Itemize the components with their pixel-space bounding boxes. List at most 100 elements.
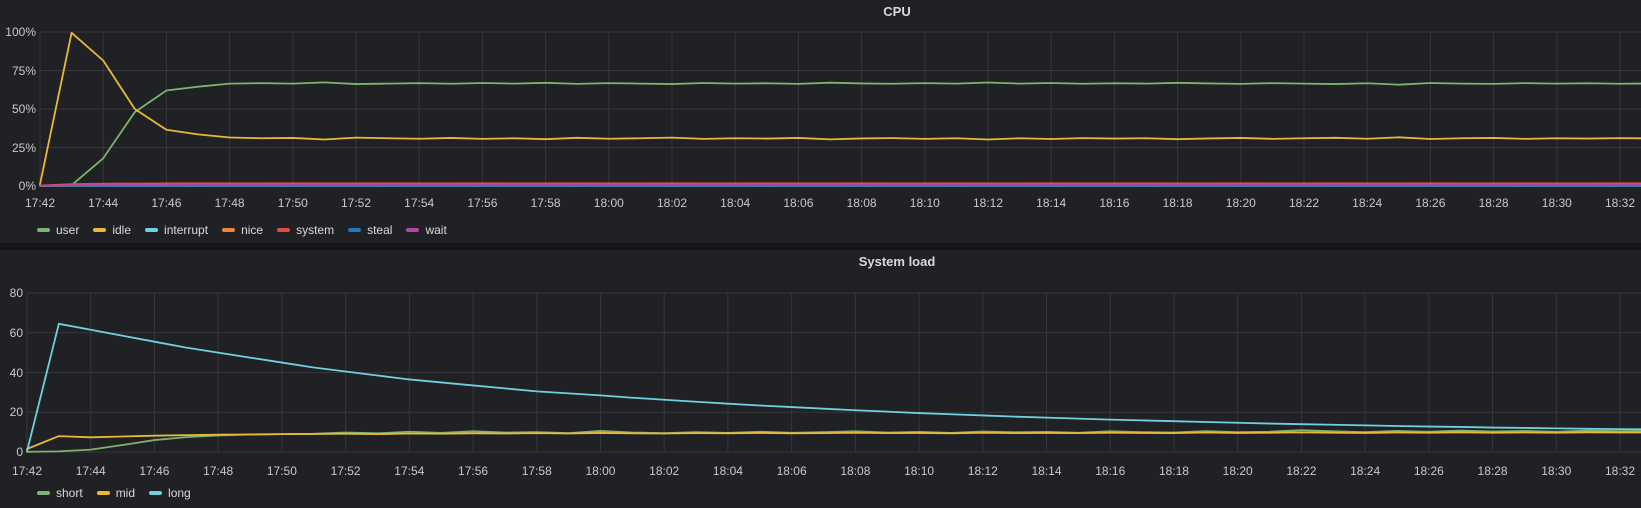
x-axis-tick-label: 17:56 xyxy=(458,464,489,478)
x-axis-tick-label: 17:58 xyxy=(521,464,552,478)
x-axis-tick-label: 18:04 xyxy=(712,464,743,478)
series-line-long xyxy=(26,322,1641,453)
legend-item-idle[interactable]: idle xyxy=(93,223,131,237)
x-axis-tick-label: 18:08 xyxy=(846,196,877,210)
legend-swatch-icon xyxy=(37,228,50,232)
x-axis-tick-label: 18:00 xyxy=(593,196,624,210)
x-axis-tick-label: 17:48 xyxy=(203,464,234,478)
y-axis-tick-label: 0 xyxy=(16,445,23,459)
x-axis-tick-label: 18:08 xyxy=(840,464,871,478)
legend-item-long[interactable]: long xyxy=(149,486,191,500)
x-axis-tick-label: 17:42 xyxy=(24,196,56,210)
x-axis-tick-label: 18:26 xyxy=(1415,196,1446,210)
x-axis-tick-label: 17:48 xyxy=(214,196,245,210)
x-axis-tick-label: 17:46 xyxy=(139,464,170,478)
y-axis-tick-label: 50% xyxy=(11,102,36,116)
x-axis-tick-label: 17:54 xyxy=(404,196,435,210)
system-load-chart-plot[interactable] xyxy=(0,250,1641,508)
x-axis-tick-label: 17:42 xyxy=(11,464,43,478)
x-axis-tick-label: 17:50 xyxy=(277,196,308,210)
legend-swatch-icon xyxy=(149,491,163,495)
x-axis-tick-label: 17:54 xyxy=(394,464,425,478)
legend-item-mid[interactable]: mid xyxy=(96,486,136,500)
x-axis-tick-label: 18:16 xyxy=(1099,196,1130,210)
legend-label: system xyxy=(296,223,335,237)
legend-item-system[interactable]: system xyxy=(277,223,334,237)
legend-label: short xyxy=(56,486,83,500)
legend-item-user[interactable]: user xyxy=(37,223,79,237)
x-axis-tick-label: 18:00 xyxy=(585,464,616,478)
x-axis-tick-label: 18:06 xyxy=(776,464,807,478)
x-axis-tick-label: 18:26 xyxy=(1413,464,1444,478)
series-line-system xyxy=(39,182,1641,187)
x-axis-tick-label: 18:18 xyxy=(1162,196,1193,210)
legend-label: wait xyxy=(425,223,447,237)
x-axis-tick-label: 17:46 xyxy=(151,196,182,210)
legend-label: nice xyxy=(241,223,264,237)
x-axis-tick-label: 17:44 xyxy=(88,196,119,210)
x-axis-tick-label: 18:12 xyxy=(972,196,1004,210)
legend-swatch-icon xyxy=(406,228,420,232)
x-axis-tick-label: 17:44 xyxy=(75,464,106,478)
x-axis-tick-label: 18:10 xyxy=(904,464,935,478)
legend-swatch-icon xyxy=(277,228,291,232)
legend-swatch-icon xyxy=(222,228,236,232)
x-axis-tick-label: 18:12 xyxy=(967,464,998,478)
y-axis-tick-label: 0% xyxy=(18,179,36,193)
x-axis-tick-label: 18:10 xyxy=(909,196,940,210)
x-axis-tick-label: 18:32 xyxy=(1604,464,1636,478)
series-line-mid xyxy=(26,431,1641,450)
x-axis-tick-label: 18:20 xyxy=(1225,196,1256,210)
x-axis-tick-label: 18:14 xyxy=(1036,196,1067,210)
y-axis-tick-label: 100% xyxy=(5,25,36,39)
x-axis-tick-label: 17:52 xyxy=(340,196,372,210)
x-axis-tick-label: 18:28 xyxy=(1477,464,1508,478)
x-axis-tick-label: 17:52 xyxy=(330,464,361,478)
x-axis-tick-label: 18:22 xyxy=(1288,196,1320,210)
series-line-idle xyxy=(39,31,1641,186)
series-line-user xyxy=(39,81,1641,187)
x-axis-tick-label: 18:28 xyxy=(1478,196,1509,210)
legend-item-interrupt[interactable]: interrupt xyxy=(145,223,208,237)
legend-swatch-icon xyxy=(348,228,362,232)
legend-item-short[interactable]: short xyxy=(37,486,83,500)
legend-item-wait[interactable]: wait xyxy=(406,223,447,237)
x-axis-tick-label: 18:18 xyxy=(1158,464,1189,478)
x-axis-tick-label: 18:30 xyxy=(1541,464,1572,478)
system-load-legend: short mid long xyxy=(37,485,191,501)
x-axis-tick-label: 18:22 xyxy=(1286,464,1317,478)
cpu-legend: user idle interrupt nice system steal wait xyxy=(37,222,447,238)
legend-label: steal xyxy=(367,223,393,237)
series-line-wait xyxy=(39,184,1641,187)
y-axis-tick-label: 40 xyxy=(9,365,23,380)
x-axis-tick-label: 17:58 xyxy=(530,196,561,210)
legend-swatch-icon xyxy=(96,491,110,495)
legend-swatch-icon xyxy=(37,491,50,495)
legend-item-nice[interactable]: nice xyxy=(222,223,263,237)
y-axis-tick-label: 75% xyxy=(11,63,36,78)
legend-label: user xyxy=(56,223,80,237)
y-axis-tick-label: 20 xyxy=(9,405,23,420)
legend-swatch-icon xyxy=(145,228,159,232)
x-axis-tick-label: 18:06 xyxy=(783,196,814,210)
legend-label: interrupt xyxy=(164,223,209,237)
y-axis-tick-label: 60 xyxy=(9,325,23,340)
panel-title-system-load[interactable]: System load xyxy=(858,254,936,269)
legend-label: long xyxy=(168,486,191,500)
legend-label: mid xyxy=(115,486,136,500)
cpu-chart-plot[interactable] xyxy=(0,0,1641,243)
x-axis-tick-label: 18:30 xyxy=(1541,196,1572,210)
x-axis-tick-label: 18:02 xyxy=(656,196,688,210)
x-axis-tick-label: 18:04 xyxy=(720,196,751,210)
x-axis-tick-label: 18:24 xyxy=(1352,196,1383,210)
legend-label: idle xyxy=(112,223,132,237)
panel-title-cpu[interactable]: CPU xyxy=(883,4,911,19)
cpu-panel: CPU user idle interrupt nice system steal wait… xyxy=(0,0,1641,243)
x-axis-tick-label: 18:02 xyxy=(649,464,680,478)
legend-item-steal[interactable]: steal xyxy=(348,223,392,237)
y-axis-tick-label: 25% xyxy=(11,140,36,155)
x-axis-tick-label: 18:24 xyxy=(1350,464,1381,478)
x-axis-tick-label: 18:20 xyxy=(1222,464,1253,478)
x-axis-tick-label: 18:14 xyxy=(1031,464,1062,478)
system-load-panel: System load short mid long 0 20 40 60 80 17:42 1… xyxy=(0,250,1641,508)
